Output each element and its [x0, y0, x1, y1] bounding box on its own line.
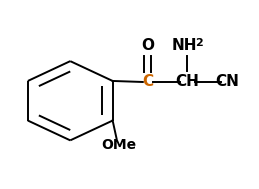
- Text: NH: NH: [172, 38, 198, 53]
- Text: C: C: [142, 74, 153, 90]
- Text: O: O: [141, 38, 154, 53]
- Text: OMe: OMe: [102, 138, 137, 152]
- Text: CH: CH: [175, 74, 199, 90]
- Text: 2: 2: [195, 38, 203, 48]
- Text: CN: CN: [215, 74, 239, 90]
